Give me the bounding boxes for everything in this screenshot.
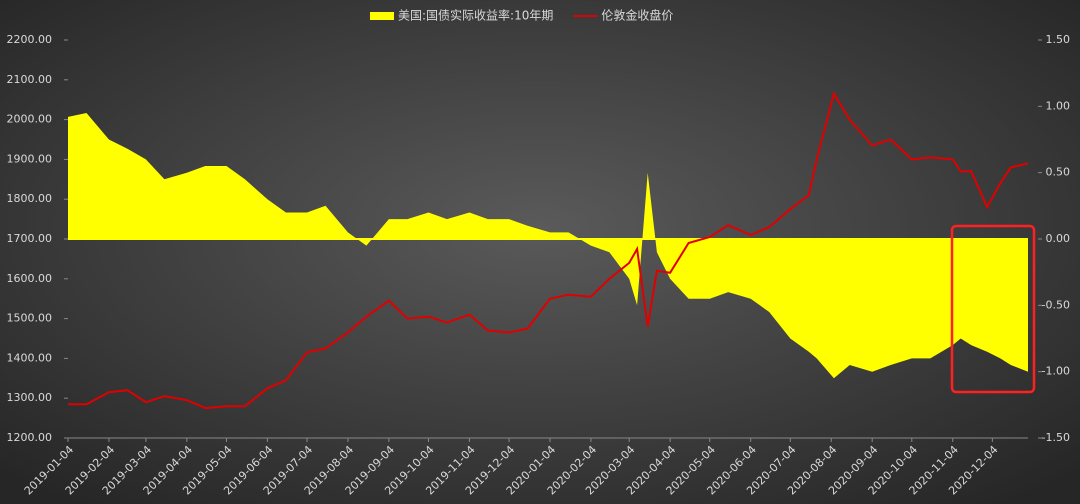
- y-tick-label: 1700.00: [7, 232, 53, 245]
- y2-tick-label: -1.50: [1042, 431, 1070, 444]
- legend: 美国:国债实际收益率:10年期 伦敦金收盘价: [370, 8, 673, 23]
- y-tick-label: 1800.00: [7, 192, 53, 205]
- line: [68, 91, 1029, 410]
- legend-label: 美国:国债实际收益率:10年期: [398, 8, 553, 23]
- y-tick-label: 1900.00: [7, 152, 53, 165]
- y2-tick-label: -1.00: [1042, 365, 1070, 378]
- y2-tick-label: 0.50: [1046, 166, 1071, 179]
- y-tick-label: 2000.00: [7, 113, 53, 126]
- legend-swatch: [370, 12, 394, 20]
- area: [68, 113, 1028, 379]
- y2-tick-label: -0.50: [1042, 298, 1070, 311]
- y-tick-label: 1400.00: [7, 351, 53, 364]
- highlight-box: [950, 224, 1036, 394]
- y-tick-label: 1500.00: [7, 312, 53, 325]
- y2-tick-label: 1.50: [1046, 33, 1071, 46]
- y2-tick-label: 0.00: [1046, 232, 1071, 245]
- y-tick-label: 2100.00: [7, 73, 53, 86]
- legend-label: 伦敦金收盘价: [601, 8, 673, 23]
- y-tick-label: 1600.00: [7, 272, 53, 285]
- y-tick-label: 2200.00: [7, 33, 53, 46]
- y-tick-label: 1200.00: [7, 431, 53, 444]
- y-tick-label: 1300.00: [7, 391, 53, 404]
- y2-tick-label: 1.00: [1046, 99, 1071, 112]
